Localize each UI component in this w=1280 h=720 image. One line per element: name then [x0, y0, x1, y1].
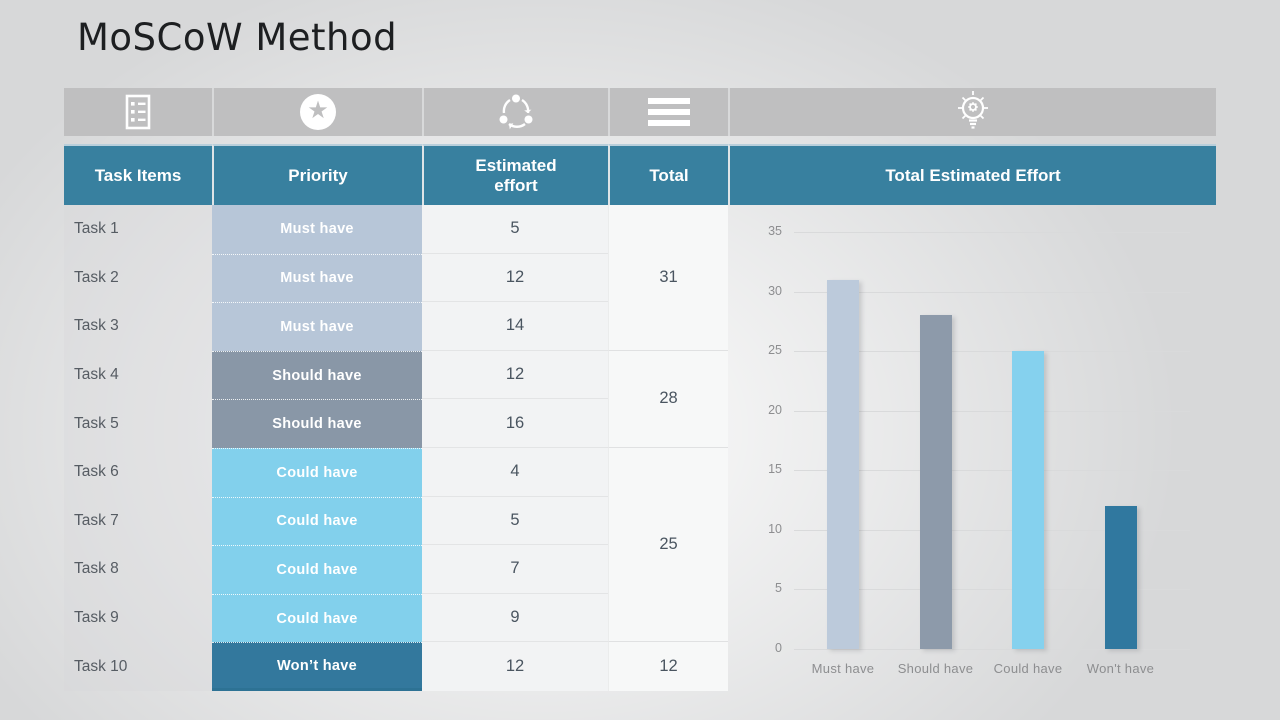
priority-badge: Could have	[212, 447, 422, 497]
task-label: Task 2	[64, 253, 212, 303]
y-axis-tick-label: 0	[775, 641, 782, 655]
task-label: Task 3	[64, 302, 212, 351]
chart-bar-2	[919, 315, 952, 649]
y-axis-tick-label: 30	[768, 283, 782, 298]
moscow-table: ★	[64, 88, 1216, 691]
task-label: Task 7	[64, 496, 212, 546]
priority-badge: Must have	[212, 253, 422, 303]
chart-gridline	[794, 589, 1190, 591]
priority-badge: Could have	[212, 496, 422, 546]
priority-badge: Should have	[212, 350, 422, 400]
group-total: 31	[608, 205, 728, 351]
column-header-task-items: Task Items	[64, 144, 212, 205]
effort-value: 9	[422, 593, 608, 643]
column-header-total-estimated-effort: Total Estimated Effort	[728, 144, 1216, 205]
x-axis-category-label: Must have	[811, 661, 875, 676]
icon-band-cell	[422, 88, 608, 136]
effort-value: 12	[422, 253, 608, 303]
effort-value: 12	[422, 642, 608, 691]
task-label: Task 5	[64, 399, 212, 448]
y-axis-tick-label: 20	[768, 402, 782, 417]
icon-band-cell	[64, 88, 212, 136]
x-axis-category-label: Could have	[993, 661, 1063, 676]
effort-value: 5	[422, 496, 608, 546]
task-label: Task 10	[64, 642, 212, 691]
priority-badge: Could have	[212, 593, 422, 643]
chart-gridline	[794, 649, 1190, 650]
effort-value: 12	[422, 350, 608, 400]
task-list-icon	[121, 92, 155, 132]
column-header-priority: Priority	[212, 144, 422, 205]
column-header-estimated-effort: Estimated effort	[422, 144, 608, 205]
priority-badge: Must have	[212, 302, 422, 351]
chart-gridline	[794, 470, 1190, 472]
priority-badge: Must have	[212, 205, 422, 254]
y-axis-tick-label: 10	[768, 521, 782, 536]
x-axis-category-label: Should have	[897, 661, 974, 676]
chart-bar-4	[1104, 506, 1137, 649]
priority-badge: Won’t have	[212, 642, 422, 691]
chart-gridline	[794, 351, 1190, 353]
effort-chart: 0 5 10 15 20 25 30 35 Must have Should have Could …	[728, 205, 1216, 691]
icon-band-cell: ★	[212, 88, 422, 136]
process-cycle-icon	[495, 91, 537, 133]
task-label: Task 4	[64, 350, 212, 400]
priority-badge: Should have	[212, 399, 422, 448]
task-label: Task 6	[64, 447, 212, 497]
effort-value: 7	[422, 545, 608, 594]
effort-value: 5	[422, 205, 608, 254]
menu-icon	[648, 97, 690, 127]
task-label: Task 9	[64, 593, 212, 643]
group-total: 28	[608, 350, 728, 448]
task-label: Task 1	[64, 205, 212, 254]
icon-band-cell	[608, 88, 728, 136]
star-icon: ★	[300, 94, 336, 130]
y-axis-tick-label: 15	[768, 462, 782, 477]
chart-gridline	[794, 232, 1190, 233]
column-header-total: Total	[608, 144, 728, 205]
group-total: 25	[608, 447, 728, 643]
effort-value: 16	[422, 399, 608, 448]
icon-band-cell	[728, 88, 1216, 136]
chart-bar-3	[1012, 351, 1044, 649]
y-axis-tick-label: 35	[768, 224, 782, 238]
y-axis-tick-label: 25	[768, 343, 782, 358]
priority-badge: Could have	[212, 545, 422, 594]
chart-bar-1	[827, 279, 859, 649]
effort-value: 4	[422, 447, 608, 497]
task-label: Task 8	[64, 545, 212, 594]
chart-gridline	[794, 410, 1190, 412]
x-axis-category-label: Won't have	[1086, 661, 1155, 676]
page-title: MoSCoW Method	[77, 16, 398, 59]
group-total: 12	[608, 642, 728, 691]
y-axis-tick-label: 5	[775, 581, 782, 596]
effort-value: 14	[422, 302, 608, 351]
chart-gridline	[794, 291, 1190, 293]
lightbulb-gear-icon	[950, 90, 996, 134]
chart-gridline	[794, 529, 1190, 531]
